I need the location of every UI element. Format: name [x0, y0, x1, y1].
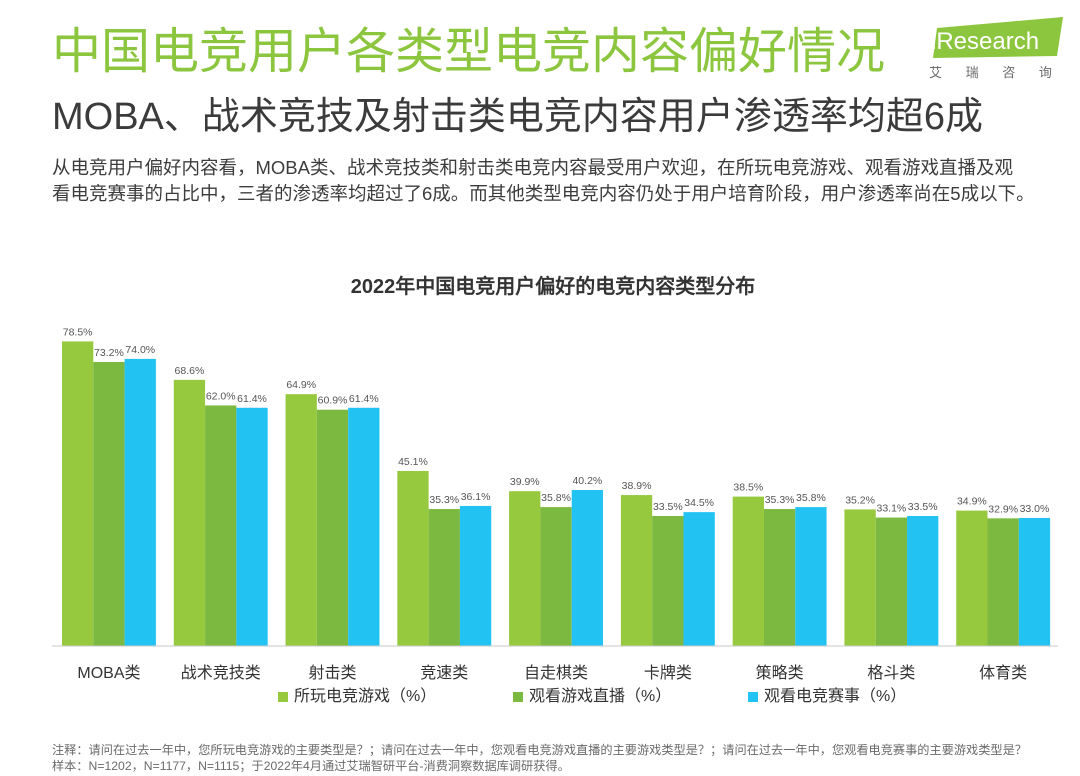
bar-group: 39.9%35.8%40.2% 自走棋类 — [509, 475, 604, 682]
legend-label: 观看电竞赛事（%） — [764, 688, 907, 705]
logo-subtext: 艾 瑞 咨 询 — [929, 65, 1062, 80]
bar-watched-esports — [348, 407, 380, 646]
chart-title: 2022年中国电竞用户偏好的电竞内容类型分布 — [350, 276, 756, 298]
bar-watched-live — [93, 361, 125, 646]
category-label: 卡牌类 — [644, 664, 692, 682]
bar-watched-live — [540, 507, 572, 646]
category-label: MOBA类 — [77, 664, 140, 682]
value-label: 78.5% — [63, 326, 93, 338]
legend-label: 所玩电竞游戏（%） — [294, 688, 437, 705]
value-label: 35.2% — [845, 494, 875, 506]
bar-group: 38.9%33.5% 34.5% 卡牌类 — [620, 480, 715, 682]
bar-watched-esports — [124, 358, 156, 646]
category-label: 自走棋类 — [524, 664, 588, 682]
value-label: 62.0% — [206, 390, 236, 402]
value-label: 36.1% — [461, 491, 491, 503]
bar-watched-live — [652, 516, 684, 646]
value-label: 33.1% — [876, 503, 906, 515]
page-subtitle: MOBA、战术竞技及射击类电竞内容用户渗透率均超6成 — [52, 96, 984, 138]
bar-group: 64.9%60.9% 61.4% 射击类 — [285, 379, 380, 682]
value-label: 40.2% — [572, 475, 602, 487]
value-label: 60.9% — [318, 395, 348, 407]
bar-watched-live — [987, 518, 1019, 646]
category-label: 射击类 — [309, 664, 357, 682]
bar-watched-esports — [683, 512, 715, 646]
footnote-note: 注释：请问在过去一年中，您所玩电竞游戏的主要类型是？；请问在过去一年中，您观看电… — [52, 743, 1027, 757]
legend-label: 观看游戏直播（%） — [529, 688, 672, 705]
logo-text: iResearch — [931, 28, 1039, 55]
bar-group: 35.2%33.1% 33.5% 格斗类 — [844, 494, 939, 682]
value-label: 61.4% — [237, 393, 267, 405]
category-label: 策略类 — [756, 664, 804, 682]
value-label: 33.5% — [653, 501, 683, 513]
bar-played-games — [732, 496, 764, 646]
description-line: 看电竞赛事的占比中，三者的渗透率均超过了6成。而其他类型电竞内容仍处于用户培育阶… — [52, 183, 1035, 204]
legend-swatch — [748, 692, 758, 702]
value-label: 38.5% — [733, 482, 763, 494]
value-label: 32.9% — [988, 503, 1018, 515]
bar-played-games — [956, 510, 988, 646]
value-label: 39.9% — [510, 476, 540, 488]
value-label: 33.5% — [908, 501, 938, 513]
bar-watched-live — [428, 509, 460, 646]
bar-group: 34.9%32.9% 33.0% 体育类 — [956, 496, 1051, 682]
bar-watched-esports — [571, 490, 604, 646]
value-label: 74.0% — [125, 344, 155, 356]
footnote-sample: 样本：N=1202，N=1177，N=1115；于2022年4月通过艾瑞智研平台… — [52, 759, 570, 773]
bar-group: 45.1% 35.3% 36.1% 竞速类 — [397, 456, 492, 682]
value-label: 34.5% — [684, 497, 714, 509]
category-label: 格斗类 — [867, 664, 915, 682]
bar-played-games — [397, 471, 429, 646]
bar-played-games — [509, 491, 541, 646]
bar-watched-esports — [907, 516, 939, 646]
value-label: 61.4% — [349, 393, 379, 405]
category-label: 体育类 — [979, 664, 1027, 682]
iresearch-logo: iResearch — [931, 17, 1063, 58]
bar-watched-esports — [236, 407, 268, 646]
logo-banner-shape — [933, 17, 1063, 58]
bar-group: 38.5%35.3% 35.8% 策略类 — [732, 482, 827, 682]
bar-played-games — [285, 394, 317, 646]
value-label: 64.9% — [286, 379, 316, 391]
value-label: 35.3% — [429, 494, 459, 506]
page-description: 从电竞用户偏好内容看，MOBA类、战术竞技类和射击类电竞内容最受用户欢迎，在所玩… — [52, 155, 1035, 207]
bar-played-games — [62, 341, 94, 646]
bar-watched-esports — [795, 507, 827, 646]
value-label: 38.9% — [622, 480, 652, 492]
bar-watched-esports — [1018, 517, 1051, 646]
value-label: 35.8% — [796, 492, 826, 504]
bar-played-games — [844, 509, 876, 646]
value-label: 35.3% — [765, 494, 795, 506]
bar-played-games — [620, 495, 653, 646]
value-label: 45.1% — [398, 456, 428, 468]
description-line: 从电竞用户偏好内容看，MOBA类、战术竞技类和射击类电竞内容最受用户欢迎，在所玩… — [52, 157, 1013, 178]
bar-watched-live — [763, 509, 796, 646]
bar-watched-live — [205, 405, 237, 646]
legend-item-watched-live: 观看游戏直播（%） — [513, 687, 671, 707]
value-label: 68.6% — [175, 365, 205, 377]
value-label: 33.0% — [1020, 503, 1050, 515]
legend-item-played-games: 所玩电竞游戏（%） — [278, 687, 436, 707]
legend-swatch — [513, 692, 523, 702]
category-label: 竞速类 — [420, 664, 468, 682]
legend-swatch — [278, 692, 288, 702]
value-label: 34.9% — [957, 496, 987, 508]
value-label: 35.8% — [541, 492, 571, 504]
footnote: 注释：请问在过去一年中，您所玩电竞游戏的主要类型是？；请问在过去一年中，您观看电… — [52, 742, 1027, 774]
legend-item-watched-esports: 观看电竞赛事（%） — [748, 687, 906, 707]
category-label: 战术竞技类 — [181, 664, 261, 682]
bar-group: 78.5%73.2% 74.0% MOBA类 — [62, 326, 156, 682]
bar-watched-live — [875, 517, 908, 646]
bar-watched-live — [316, 409, 349, 646]
bar-watched-esports — [459, 505, 492, 646]
bar-played-games — [173, 379, 206, 646]
page-title: 中国电竞用户各类型电竞内容偏好情况 — [52, 25, 886, 79]
bar-group: 68.6% 62.0% 61.4% 战术竞技类 — [173, 365, 268, 682]
value-label: 73.2% — [94, 347, 124, 359]
